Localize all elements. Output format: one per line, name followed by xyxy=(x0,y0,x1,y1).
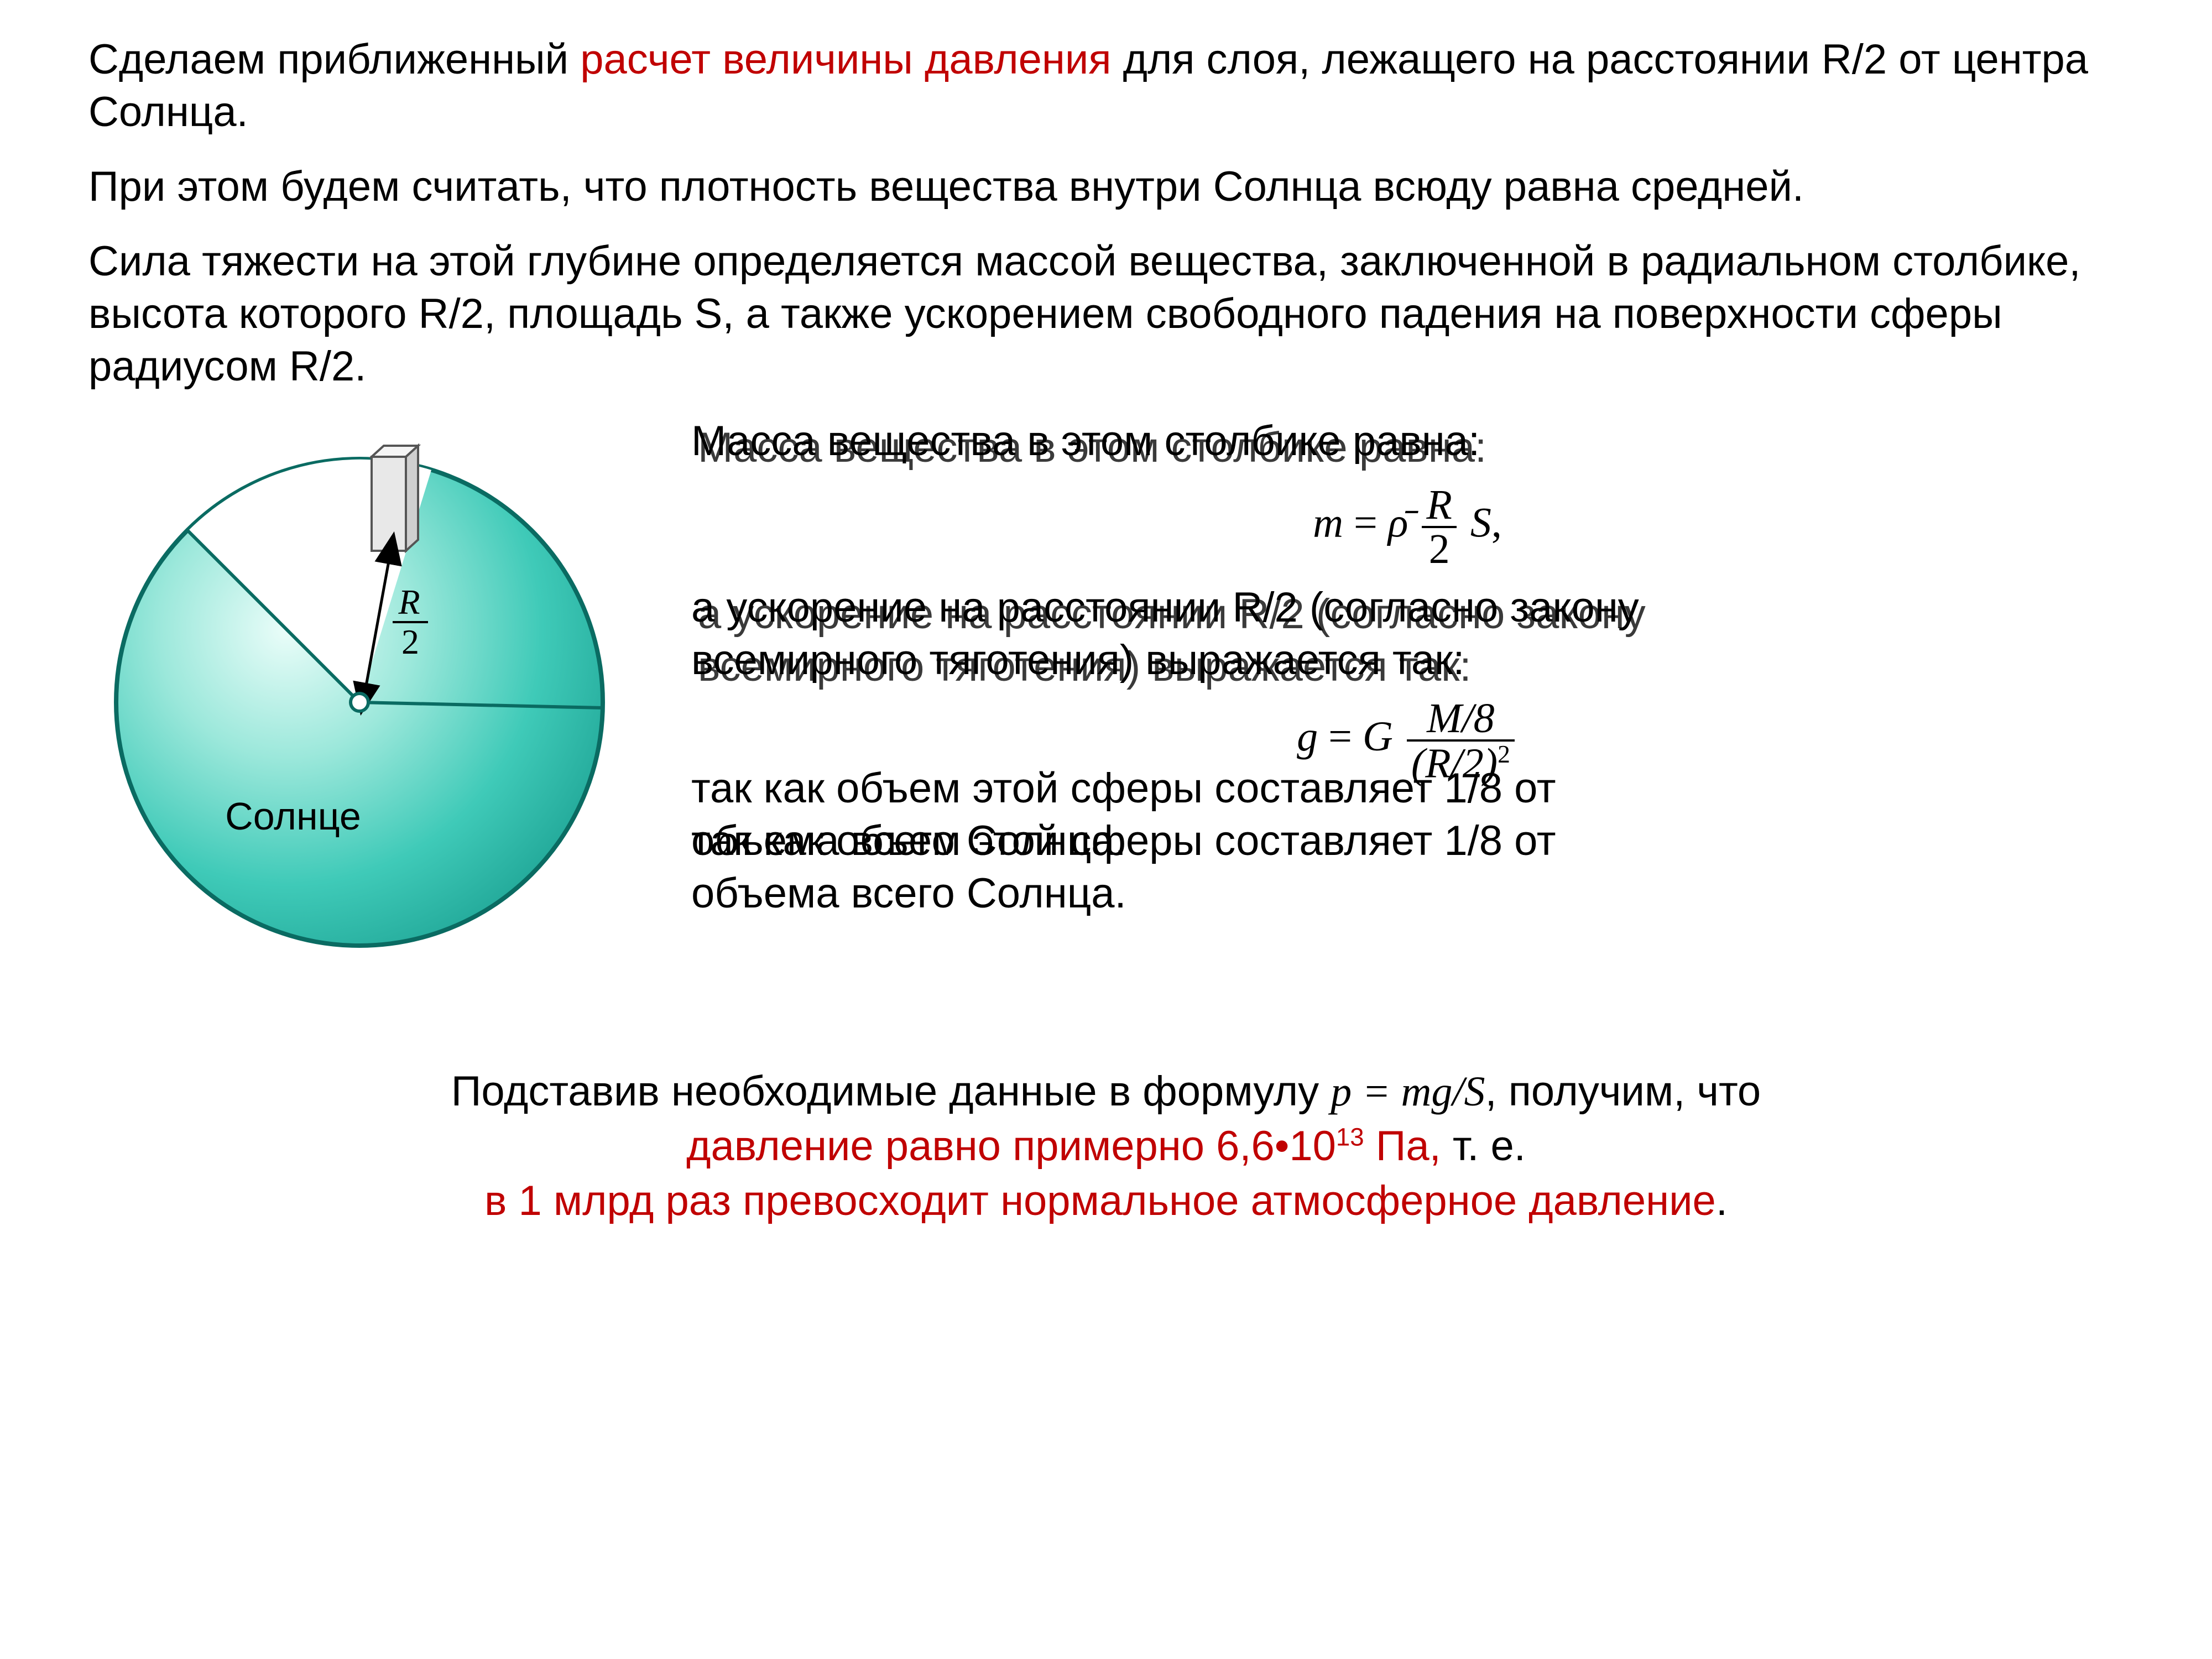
paragraph-3: Сила тяжести на этой глубине определяетс… xyxy=(88,235,2124,393)
accel-l1-base: а ускорение на расстоянии R/2 (согласно … xyxy=(691,581,1639,634)
bottom-formula: p = mg/S xyxy=(1331,1068,1485,1115)
bottom-line-1: Подставив необходимые данные в формулу p… xyxy=(88,1065,2124,1119)
f-mass-rho: ρ̄ xyxy=(1388,499,1408,546)
paragraph-1: Сделаем приближенный расчет величины дав… xyxy=(88,33,2124,138)
accel-l2-base: всемирного тяготения) выражается так: xyxy=(691,634,1464,686)
f-g-lhs: g xyxy=(1297,713,1318,760)
bottom-red2: в 1 млрд раз превосходит нормальное атмо… xyxy=(484,1177,1716,1224)
mass-line-overlap: Масса вещества в этом столбике равна: Ма… xyxy=(691,415,2124,467)
accel-line1-overlap: а ускорение на расстоянии R/2 (согласно … xyxy=(691,581,2124,634)
bottom-red1-a: давление равно примерно 6,6•10 xyxy=(686,1123,1336,1170)
f-mass-m: m xyxy=(1313,499,1343,546)
accel-line2-overlap: всемирного тяготения) выражается так: вс… xyxy=(691,634,2124,686)
bottom-line-3: в 1 млрд раз превосходит нормальное атмо… xyxy=(88,1174,2124,1229)
bottom-red1-b: Па, xyxy=(1364,1123,1441,1170)
bottom-b: , получим, что xyxy=(1485,1068,1761,1115)
vol-ov-shadow: так как объем этой сферы составляет 1/8 … xyxy=(691,815,1556,867)
mid-row: R 2 Солнце Масса вещества в этом столбик… xyxy=(88,415,2124,965)
r-half-num: R xyxy=(398,582,420,622)
bottom-red1: давление равно примерно 6,6•1013 Па, xyxy=(686,1123,1453,1170)
formula-mass: m = ρ̄ R 2 S, xyxy=(691,484,2124,570)
p1-text-red: расчет величины давления xyxy=(580,36,1111,83)
r-half-den: 2 xyxy=(401,622,419,661)
center-dot xyxy=(351,693,368,711)
bottom-block: Подставив необходимые данные в формулу p… xyxy=(88,1065,2124,1228)
bottom-period: . xyxy=(1716,1177,1728,1224)
paragraph-2: При этом будем считать, что плотность ве… xyxy=(88,160,2124,213)
f-g-G: G xyxy=(1363,713,1393,760)
radial-column xyxy=(372,446,418,551)
p1-text-a: Сделаем приближенный xyxy=(88,36,580,83)
vol-line-plain: так как объем этой сферы составляет 1/8 … xyxy=(691,762,2124,815)
page: Сделаем приближенный расчет величины дав… xyxy=(0,0,2212,1659)
sun-diagram-svg: R 2 Солнце xyxy=(88,431,641,962)
vol-line3: объема всего Солнца. xyxy=(691,867,2124,920)
bottom-tail: т. е. xyxy=(1453,1123,1526,1170)
vol-overlap: объема всего Солнца. так как объем этой … xyxy=(691,815,2124,867)
sun-label: Солнце xyxy=(225,795,361,838)
f-mass-num: R xyxy=(1422,484,1456,528)
f-mass-den: 2 xyxy=(1422,528,1456,570)
bottom-a: Подставив необходимые данные в формулу xyxy=(451,1068,1331,1115)
sun-diagram: R 2 Солнце xyxy=(88,415,669,965)
bottom-line-2: давление равно примерно 6,6•1013 Па, т. … xyxy=(88,1119,2124,1174)
f-g-num: M/8 xyxy=(1407,697,1515,742)
f-mass-tail: , xyxy=(1491,499,1502,546)
bottom-red1-exp: 13 xyxy=(1336,1123,1364,1151)
mid-text-column: Масса вещества в этом столбике равна: Ма… xyxy=(669,415,2124,920)
mass-line-base: Масса вещества в этом столбике равна: xyxy=(691,415,1480,467)
f-mass-s: S xyxy=(1470,499,1491,546)
